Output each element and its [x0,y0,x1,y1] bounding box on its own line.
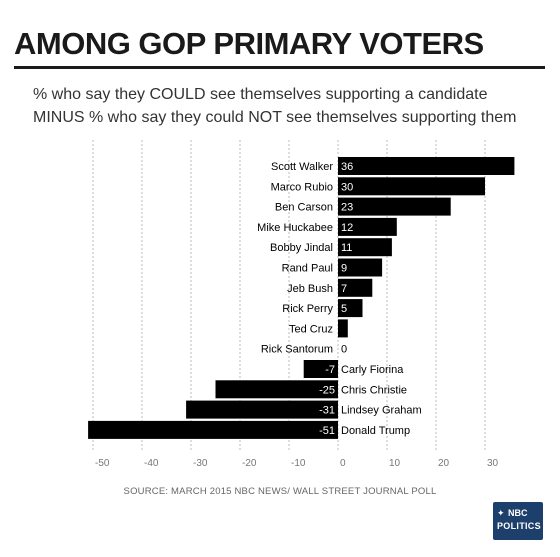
value-label: 0 [341,344,347,356]
category-label: Rick Perry [282,303,333,315]
value-label: -51 [319,425,335,437]
category-label: Jeb Bush [287,283,333,295]
bar [88,420,338,439]
value-label: 30 [341,181,353,193]
category-label: Donald Trump [341,425,410,437]
value-label: 9 [341,263,347,275]
x-tick-label: -50 [95,458,110,469]
logo-line-2: POLITICS [497,521,541,531]
category-label: Rand Paul [282,263,333,275]
bar [338,238,392,257]
bar [338,217,397,236]
x-tick-label: 20 [438,458,450,469]
category-label: Scott Walker [271,161,333,173]
source-note: SOURCE: MARCH 2015 NBC NEWS/ WALL STREET… [123,486,437,497]
value-label: 7 [341,283,347,295]
value-label: 36 [341,161,353,173]
category-label: Ben Carson [275,202,333,214]
x-tick-label: -20 [242,458,257,469]
nbc-politics-logo: ✦ NBC POLITICS [493,502,543,540]
bar [338,278,373,297]
value-label: -31 [319,405,335,417]
x-tick-label: 10 [389,458,401,469]
value-label: -7 [325,364,335,376]
category-label: Mike Huckabee [257,222,333,234]
value-label: 11 [341,242,352,254]
bar [338,157,515,175]
value-label: 12 [341,222,353,234]
bar-chart: 36 Scott Walker 30 Marco Rubio 23 Ben Carson 1… [88,140,515,469]
x-tick-label: -10 [291,458,306,469]
x-tick-label: -30 [193,458,208,469]
title-rule [14,66,545,69]
bar [186,400,338,419]
chart-title: AMONG GOP PRIMARY VOTERS [14,26,484,61]
x-tick-label: -40 [144,458,159,469]
category-label: Rick Santorum [261,344,333,356]
bar [338,299,363,318]
bar-labels: 36 Scott Walker 30 Marco Rubio 23 Ben Carson 1… [257,161,422,437]
category-label: Marco Rubio [271,181,333,193]
value-label: 5 [341,303,347,315]
category-label: Lindsey Graham [341,405,422,417]
x-axis-ticks: -50 -40 -30 -20 -10 0 10 20 30 [95,458,499,469]
category-label: Ted Cruz [289,323,333,335]
bar [338,319,348,338]
x-tick-label: 30 [487,458,499,469]
bar [338,258,383,277]
value-label: 23 [341,202,353,214]
logo-line-1: NBC [508,508,528,518]
category-label: Carly Fiorina [341,364,404,376]
value-label: -25 [319,384,335,396]
value-label: 2 [341,325,346,334]
bar [338,177,485,196]
bars [88,157,515,439]
bar [215,380,338,399]
bar [303,360,338,378]
category-label: Chris Christie [341,384,407,396]
bar [338,197,451,216]
peacock-icon: ✦ [497,508,505,518]
x-tick-label: 0 [340,458,346,469]
chart-subtitle: % who say they COULD see themselves supp… [33,86,517,126]
category-label: Bobby Jindal [270,242,333,254]
